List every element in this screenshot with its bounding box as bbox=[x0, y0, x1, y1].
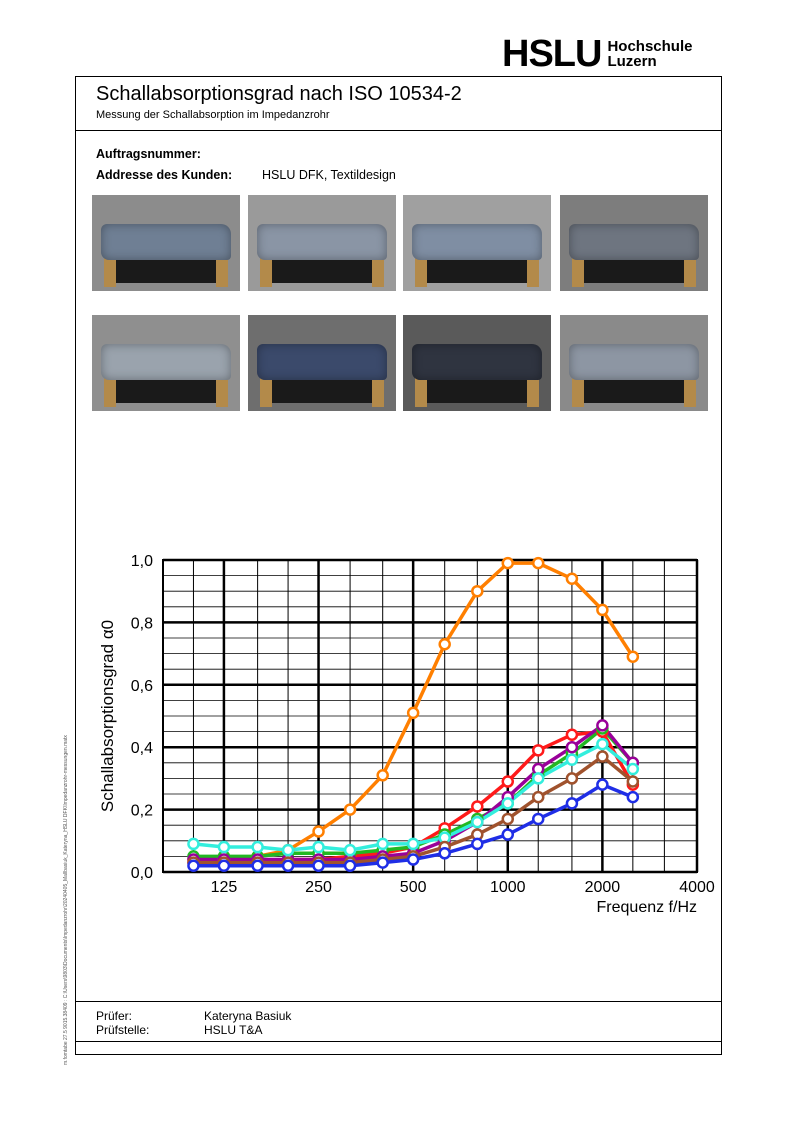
logo-sub-line2: Luzern bbox=[607, 53, 657, 70]
report-subtitle: Messung der Schallabsorption im Impedanz… bbox=[96, 109, 330, 121]
lab-value: HSLU T&A bbox=[204, 1023, 263, 1037]
footer-bottom-divider bbox=[76, 1041, 721, 1042]
sample-photo bbox=[403, 315, 551, 411]
address-row: Addresse des Kunden: bbox=[96, 168, 232, 182]
footer-divider bbox=[76, 1001, 721, 1002]
sample-photo bbox=[248, 315, 396, 411]
sample-photo bbox=[92, 315, 240, 411]
tester-label: Prüfer: bbox=[96, 1009, 133, 1023]
tester-value: Kateryna Basiuk bbox=[204, 1009, 292, 1023]
logo-subtitle: Hochschule Luzern bbox=[607, 39, 692, 69]
sample-photo bbox=[92, 195, 240, 291]
logo-wordmark: HSLU bbox=[502, 33, 602, 75]
address-value: HSLU DFK, Textildesign bbox=[262, 168, 396, 182]
report-frame: Schallabsorptionsgrad nach ISO 10534-2 M… bbox=[75, 76, 722, 1055]
report-title: Schallabsorptionsgrad nach ISO 10534-2 bbox=[96, 83, 462, 105]
logo-sub-line1: Hochschule bbox=[607, 38, 693, 55]
lab-label: Prüfstelle: bbox=[96, 1023, 150, 1037]
address-label: Addresse des Kunden: bbox=[96, 168, 233, 182]
order-label: Auftragsnummer: bbox=[96, 147, 201, 161]
sample-photo bbox=[560, 315, 708, 411]
sample-photo bbox=[403, 195, 551, 291]
sample-photo bbox=[560, 195, 708, 291]
hslu-logo: HSLU Hochschule Luzern bbox=[502, 34, 692, 74]
header-divider bbox=[76, 130, 721, 131]
sample-photo bbox=[248, 195, 396, 291]
order-row: Auftragsnummer: bbox=[96, 147, 201, 161]
file-path-note: m.fomtabe 27.5 9015.38409 : C:\Users\980… bbox=[63, 735, 69, 1065]
